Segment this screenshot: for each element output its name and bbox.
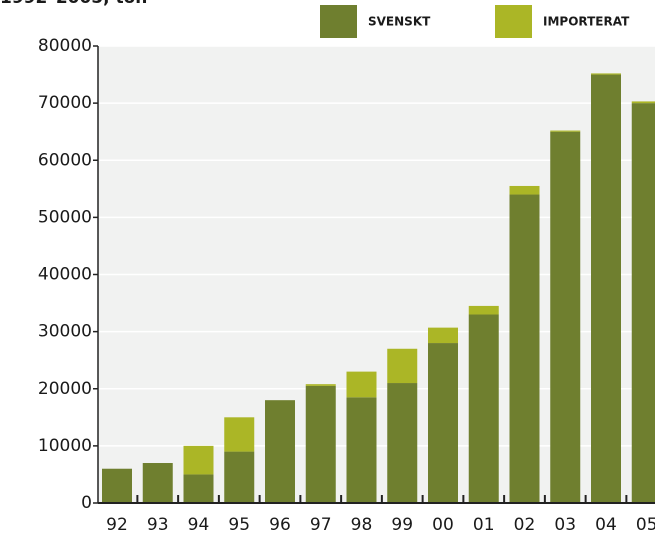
bar-segment bbox=[387, 383, 418, 503]
chart-title: 1992–2005, ton bbox=[0, 0, 147, 8]
y-tick-label: 30000 bbox=[38, 322, 92, 342]
bar-segment bbox=[428, 327, 458, 344]
y-tick-label: 50000 bbox=[38, 207, 92, 227]
bar-segment bbox=[631, 101, 655, 104]
bar-segment bbox=[305, 385, 336, 503]
y-tick-label: 60000 bbox=[38, 150, 92, 170]
x-tick-label: 04 bbox=[595, 515, 617, 535]
legend-swatch bbox=[320, 5, 357, 38]
x-tick-label: 98 bbox=[351, 515, 373, 535]
bar-segment bbox=[509, 194, 540, 503]
x-tick-label: 02 bbox=[514, 515, 536, 535]
y-tick-label: 80000 bbox=[38, 36, 92, 56]
x-tick-label: 92 bbox=[106, 515, 128, 535]
bar-segment bbox=[550, 130, 581, 132]
bar-segment bbox=[265, 400, 295, 503]
x-tick-label: 03 bbox=[554, 515, 576, 535]
bar-segment bbox=[142, 463, 173, 503]
bar-segment bbox=[102, 468, 132, 503]
bar-segment bbox=[591, 74, 621, 503]
x-tick-label: 96 bbox=[269, 515, 291, 535]
x-tick-label: 05 bbox=[636, 515, 655, 535]
bar-segment bbox=[468, 314, 499, 503]
legend-label: SVENSKT bbox=[368, 15, 431, 29]
bar-segment bbox=[224, 417, 255, 452]
bar-segment bbox=[428, 343, 458, 503]
bar-segment bbox=[183, 445, 214, 475]
bar-segment bbox=[305, 384, 336, 386]
x-tick-label: 93 bbox=[147, 515, 169, 535]
bar-segment bbox=[183, 474, 214, 503]
y-tick-label: 0 bbox=[81, 493, 92, 513]
bar-segment bbox=[346, 371, 377, 398]
bar-segment bbox=[387, 348, 418, 384]
x-tick-label: 95 bbox=[228, 515, 250, 535]
x-tick-label: 01 bbox=[473, 515, 495, 535]
y-tick-label: 70000 bbox=[38, 93, 92, 113]
bar-segment bbox=[224, 451, 255, 503]
bar-segment bbox=[591, 73, 621, 75]
bar-segment bbox=[631, 103, 655, 503]
x-tick-label: 99 bbox=[391, 515, 413, 535]
y-tick-label: 10000 bbox=[38, 436, 92, 456]
x-tick-label: 94 bbox=[188, 515, 210, 535]
y-tick-label: 20000 bbox=[38, 379, 92, 399]
bar-segment bbox=[346, 397, 377, 503]
bar-segment bbox=[468, 305, 499, 315]
y-tick-label: 40000 bbox=[38, 265, 92, 285]
legend-swatch bbox=[495, 5, 532, 38]
bar-segment bbox=[509, 185, 540, 195]
x-tick-label: 00 bbox=[432, 515, 454, 535]
legend-label: IMPORTERAT bbox=[543, 15, 630, 29]
bar-segment bbox=[550, 131, 581, 503]
x-tick-label: 97 bbox=[310, 515, 332, 535]
